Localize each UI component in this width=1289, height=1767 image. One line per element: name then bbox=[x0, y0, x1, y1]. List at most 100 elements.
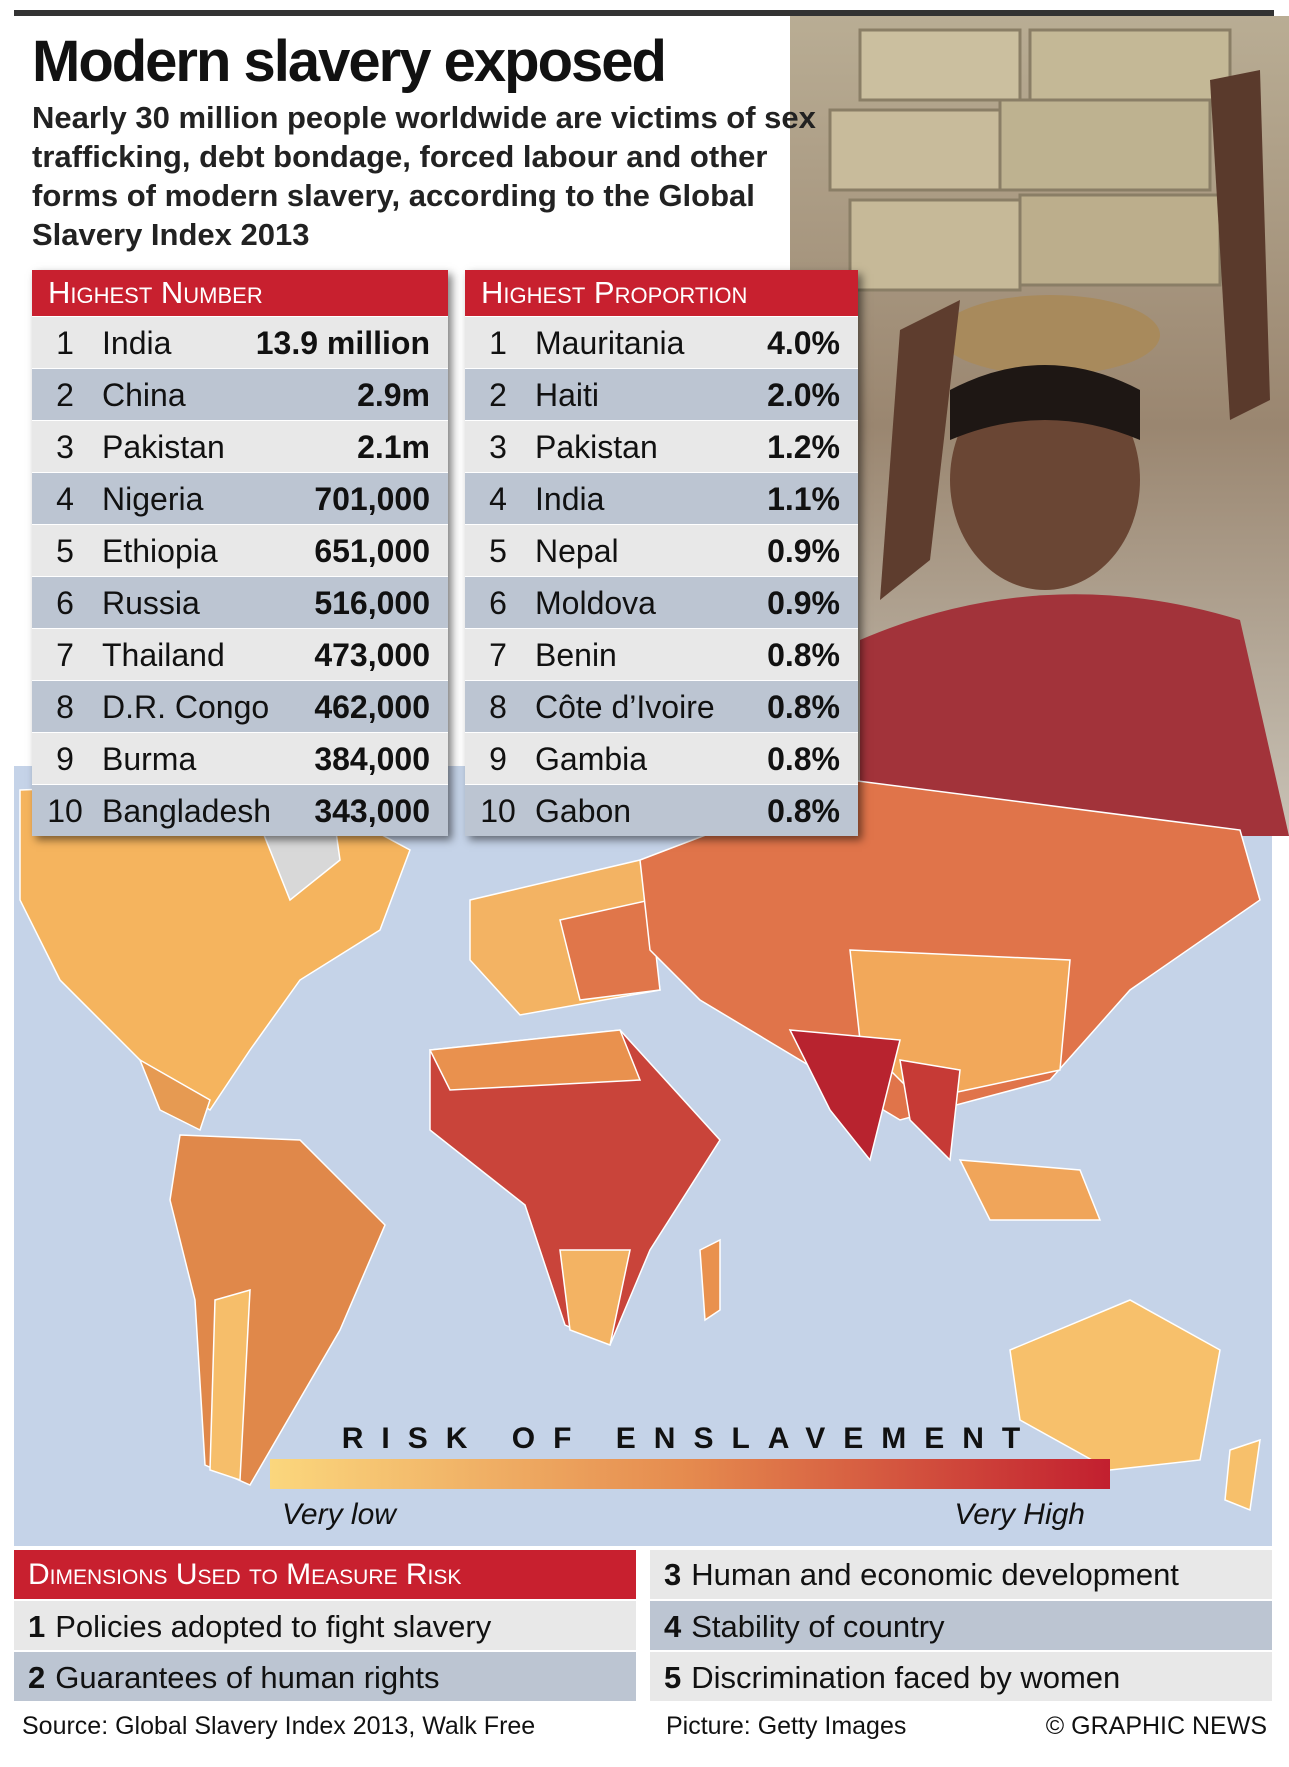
rank: 5 bbox=[56, 533, 74, 569]
rank: 2 bbox=[56, 377, 74, 413]
country: Bangladesh bbox=[102, 793, 272, 829]
country: Pakistan bbox=[102, 429, 225, 465]
country: Benin bbox=[535, 637, 617, 673]
table-row: 5 Nepal 0.9% bbox=[465, 524, 858, 576]
dimension-text: Stability of country bbox=[691, 1609, 945, 1644]
table-title: Highest Number bbox=[32, 270, 448, 316]
table-row: 4 India 1.1% bbox=[465, 472, 858, 524]
legend-low: Very low bbox=[282, 1498, 398, 1531]
value: 651,000 bbox=[314, 533, 430, 569]
value: 13.9 million bbox=[255, 325, 430, 361]
dimension-item: 1 Policies adopted to fight slavery bbox=[14, 1599, 636, 1650]
risk-gradient bbox=[270, 1459, 1110, 1489]
rank: 7 bbox=[56, 637, 74, 673]
value: 701,000 bbox=[314, 481, 430, 517]
legend-title: RISK OF ENSLAVEMENT bbox=[342, 1422, 1038, 1455]
country: Nigeria bbox=[102, 481, 204, 517]
dimension-number: 3 bbox=[664, 1557, 682, 1592]
rank: 9 bbox=[56, 741, 74, 777]
highest-proportion-table: Highest Proportion 1 Mauritania 4.0% 2 Haiti 2… bbox=[465, 270, 858, 836]
table-row: 2 China 2.9m bbox=[32, 368, 448, 420]
rank: 7 bbox=[489, 637, 507, 673]
country: D.R. Congo bbox=[102, 689, 270, 725]
dimensions-right: 3 Human and economic development 4 Stabilit… bbox=[650, 1550, 1272, 1701]
value: 462,000 bbox=[314, 689, 430, 725]
value: 0.8% bbox=[767, 689, 840, 725]
value: 0.8% bbox=[767, 793, 840, 829]
value: 516,000 bbox=[314, 585, 430, 621]
dimension-number: 1 bbox=[28, 1609, 46, 1644]
dimension-text: Discrimination faced by women bbox=[691, 1660, 1121, 1695]
table-row: 10 Bangladesh 343,000 bbox=[32, 784, 448, 836]
country: Gabon bbox=[535, 793, 632, 829]
value: 0.8% bbox=[767, 741, 840, 777]
credit: © GRAPHIC NEWS bbox=[1045, 1712, 1267, 1740]
country: Haiti bbox=[535, 377, 600, 413]
rank: 1 bbox=[56, 325, 74, 361]
value: 0.9% bbox=[767, 533, 840, 569]
legend-high: Very High bbox=[954, 1498, 1085, 1531]
table-row: 1 India 13.9 million bbox=[32, 316, 448, 368]
value: 473,000 bbox=[314, 637, 430, 673]
value: 4.0% bbox=[767, 325, 840, 361]
dimension-item: 2 Guarantees of human rights bbox=[14, 1650, 636, 1701]
table-row: 9 Gambia 0.8% bbox=[465, 732, 858, 784]
value: 343,000 bbox=[314, 793, 430, 829]
rank: 10 bbox=[480, 793, 516, 829]
rank: 4 bbox=[56, 481, 74, 517]
value: 2.9m bbox=[357, 377, 430, 413]
title: Modern slavery exposed bbox=[32, 29, 667, 94]
country: China bbox=[102, 377, 186, 413]
table-row: 8 D.R. Congo 462,000 bbox=[32, 680, 448, 732]
value: 1.2% bbox=[767, 429, 840, 465]
table-row: 8 Côte d’Ivoire 0.8% bbox=[465, 680, 858, 732]
value: 0.9% bbox=[767, 585, 840, 621]
table-row: 5 Ethiopia 651,000 bbox=[32, 524, 448, 576]
table-row: 10 Gabon 0.8% bbox=[465, 784, 858, 836]
country: Russia bbox=[102, 585, 200, 621]
country: Gambia bbox=[535, 741, 648, 777]
rank: 3 bbox=[489, 429, 507, 465]
source: Source: Global Slavery Index 2013, Walk … bbox=[22, 1712, 536, 1740]
table-row: 3 Pakistan 2.1m bbox=[32, 420, 448, 472]
dimension-text: Guarantees of human rights bbox=[55, 1660, 440, 1695]
rank: 6 bbox=[56, 585, 74, 621]
photo bbox=[790, 16, 1289, 836]
rank: 6 bbox=[489, 585, 507, 621]
table-row: 7 Thailand 473,000 bbox=[32, 628, 448, 680]
highest-number-table: Highest Number 1 India 13.9 million 2 China 2.… bbox=[32, 270, 448, 836]
table-row: 9 Burma 384,000 bbox=[32, 732, 448, 784]
table-row: 7 Benin 0.8% bbox=[465, 628, 858, 680]
dimension-number: 5 bbox=[664, 1660, 682, 1695]
rank: 8 bbox=[56, 689, 74, 725]
table-row: 4 Nigeria 701,000 bbox=[32, 472, 448, 524]
value: 384,000 bbox=[314, 741, 430, 777]
rank: 8 bbox=[489, 689, 507, 725]
dimension-number: 4 bbox=[664, 1609, 682, 1644]
country: Thailand bbox=[102, 637, 225, 673]
dimension-text: Human and economic development bbox=[691, 1557, 1179, 1592]
value: 0.8% bbox=[767, 637, 840, 673]
table-title: Highest Proportion bbox=[465, 270, 858, 316]
value: 1.1% bbox=[767, 481, 840, 517]
value: 2.1m bbox=[357, 429, 430, 465]
country: India bbox=[102, 325, 172, 361]
top-rule bbox=[14, 10, 1274, 16]
rank: 2 bbox=[489, 377, 507, 413]
country: India bbox=[535, 481, 605, 517]
table-row: 6 Russia 516,000 bbox=[32, 576, 448, 628]
picture-credit: Picture: Getty Images bbox=[666, 1712, 907, 1740]
dimension-text: Policies adopted to fight slavery bbox=[55, 1609, 492, 1644]
country: Ethiopia bbox=[102, 533, 218, 569]
country: Nepal bbox=[535, 533, 619, 569]
table-row: 3 Pakistan 1.2% bbox=[465, 420, 858, 472]
subtitle: Nearly 30 million people worldwide are v… bbox=[32, 100, 816, 252]
table-row: 6 Moldova 0.9% bbox=[465, 576, 858, 628]
rank: 10 bbox=[47, 793, 83, 829]
rank: 9 bbox=[489, 741, 507, 777]
rank: 5 bbox=[489, 533, 507, 569]
country: Burma bbox=[102, 741, 197, 777]
value: 2.0% bbox=[767, 377, 840, 413]
